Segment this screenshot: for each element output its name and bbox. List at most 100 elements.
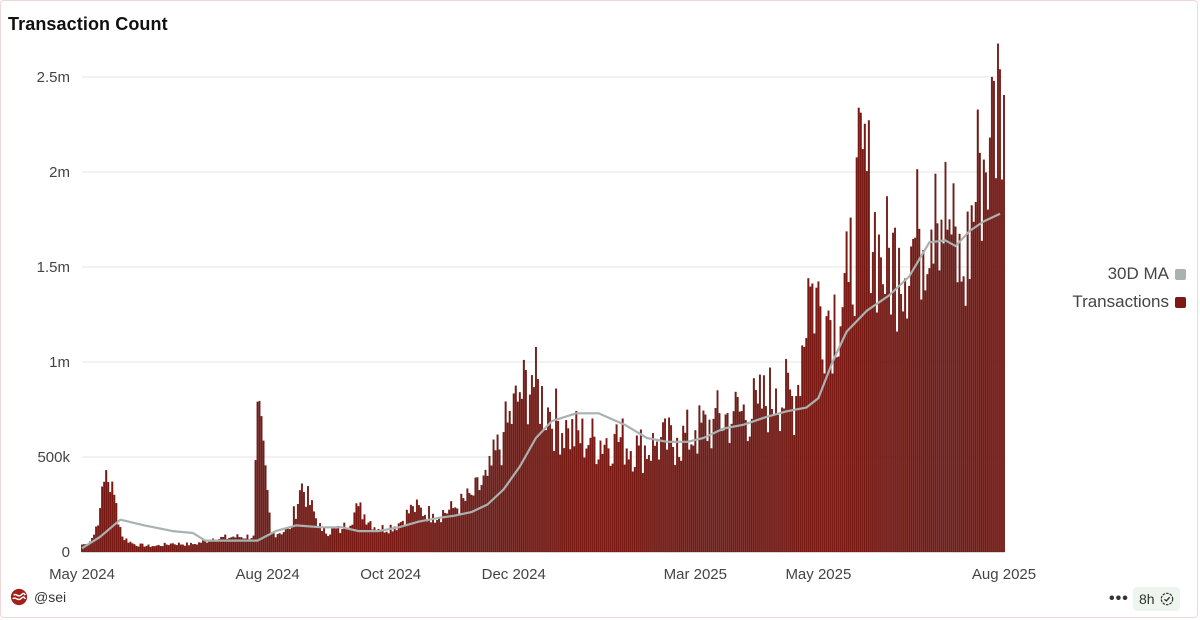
transactions-bar <box>992 80 995 553</box>
transactions-bar <box>91 537 94 553</box>
y-tick-label: 1.5m <box>37 259 70 276</box>
transactions-bar <box>137 546 140 553</box>
transactions-bar <box>807 278 810 553</box>
transactions-bar <box>238 537 241 553</box>
transactions-bar <box>690 444 693 553</box>
transactions-bar <box>458 514 461 553</box>
transactions-bar <box>843 273 846 553</box>
transactions-bar <box>216 541 219 553</box>
transactions-bar <box>545 430 547 553</box>
transactions-bar <box>266 490 269 553</box>
legend-item-transactions[interactable]: Transactions <box>1072 288 1186 316</box>
y-tick-label: 500k <box>37 449 70 466</box>
transactions-bar <box>117 524 120 553</box>
transactions-bar <box>460 493 463 553</box>
transactions-bar <box>516 401 519 553</box>
transactions-bar <box>861 149 864 553</box>
transactions-bar <box>105 470 108 553</box>
transactions-bar <box>773 415 775 553</box>
transactions-bar <box>504 401 507 553</box>
transactions-bar <box>581 418 584 553</box>
transactions-bar <box>385 531 388 553</box>
transactions-bar <box>738 411 741 553</box>
transactions-bar <box>532 387 535 553</box>
transactions-bar <box>167 545 170 553</box>
transactions-bar <box>302 491 305 553</box>
transactions-bar <box>688 449 691 553</box>
x-axis: May 2024 Aug 2024 Oct 2024 Dec 2024 Mar 2025… <box>49 566 1036 583</box>
transactions-bar <box>401 520 404 553</box>
legend-label-transactions: Transactions <box>1072 292 1169 311</box>
transactions-bar <box>292 506 295 553</box>
transactions-bar <box>541 386 543 553</box>
transactions-bar <box>250 538 253 553</box>
refresh-badge[interactable]: 8h <box>1133 587 1180 611</box>
transactions-bar <box>910 246 913 553</box>
transactions-bar <box>450 501 453 553</box>
transactions-bar <box>827 310 830 553</box>
more-options-button[interactable]: ••• <box>1109 590 1129 608</box>
transactions-bar <box>623 464 626 553</box>
transactions-bar <box>234 537 237 553</box>
transactions-bar <box>643 445 646 553</box>
transactions-bar <box>482 475 485 553</box>
transactions-bar <box>220 536 223 553</box>
transactions-bar <box>892 232 894 553</box>
transactions-bar <box>639 429 642 553</box>
transactions-bar <box>603 444 606 553</box>
transactions-bar <box>668 417 671 553</box>
transactions-bar <box>426 521 428 553</box>
transactions-bar <box>424 514 426 553</box>
transactions-bar <box>863 123 866 553</box>
transactions-bar <box>403 525 406 553</box>
transactions-bar <box>875 312 878 553</box>
transactions-bar <box>841 307 844 553</box>
transactions-bar <box>391 531 394 553</box>
transactions-bar <box>442 510 445 553</box>
transactions-bar <box>611 463 614 553</box>
transactions-bar <box>518 392 521 553</box>
transactions-bar <box>924 290 927 553</box>
transactions-bar <box>585 448 588 553</box>
transactions-bar <box>938 270 941 553</box>
transactions-bar <box>307 486 309 553</box>
transactions-bar <box>123 540 126 553</box>
transactions-bar <box>815 287 818 553</box>
transactions-bar <box>428 505 430 553</box>
transactions-bar <box>405 509 408 553</box>
transactions-bar <box>367 522 370 553</box>
footer-brand[interactable]: @sei <box>10 588 66 606</box>
transactions-bar <box>200 542 202 553</box>
transactions-bar <box>587 445 590 553</box>
transactions-bar <box>700 422 703 553</box>
transactions-bar <box>530 375 533 553</box>
transactions-bar <box>825 316 828 553</box>
transactions-bar <box>974 202 977 553</box>
transactions-bar <box>381 525 384 553</box>
transactions-bar <box>633 466 636 553</box>
transactions-bar <box>153 546 156 553</box>
transactions-bar <box>230 537 233 553</box>
transactions-bar <box>151 546 154 553</box>
transactions-bar <box>561 433 564 553</box>
transactions-bar <box>896 331 899 553</box>
transactions-bar <box>282 532 285 553</box>
transactions-bar <box>881 284 884 553</box>
transactions-bar <box>805 338 808 553</box>
transactions-bar <box>454 507 457 553</box>
transactions-bar <box>492 439 495 553</box>
legend-item-ma[interactable]: 30D MA <box>1072 260 1186 288</box>
transactions-bar <box>785 358 788 553</box>
transactions-bar <box>466 488 469 553</box>
transactions-bar <box>440 522 443 553</box>
transactions-bar <box>914 237 917 553</box>
transactions-bar <box>720 431 723 553</box>
transactions-bar <box>728 443 731 553</box>
transactions-bar <box>591 418 594 553</box>
y-tick-label: 2.5m <box>37 69 70 86</box>
transactions-bar <box>553 450 556 553</box>
transactions-bar <box>708 419 711 553</box>
transactions-bar <box>480 485 483 553</box>
transactions-bar <box>928 268 931 553</box>
transactions-bar <box>327 536 330 553</box>
